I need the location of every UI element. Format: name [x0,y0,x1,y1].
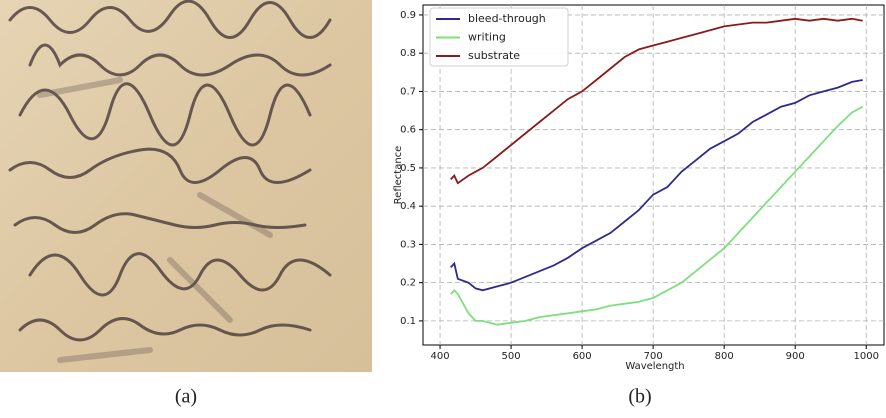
y-tick-label: 0.5 [400,163,416,174]
y-tick-label: 0.8 [400,48,416,59]
legend-box [429,7,569,67]
x-tick-label: 500 [502,351,521,362]
y-tick-label: 0.3 [400,239,416,250]
manuscript-image [0,0,372,372]
y-tick-label: 0.4 [400,201,416,212]
caption: (a) [175,386,197,408]
x-tick-label: 600 [573,351,592,362]
y-axis-label: Reflectance [393,146,404,205]
caption: (b) [628,386,651,408]
series-line [450,79,863,292]
x-tick-label: 900 [786,351,805,362]
legend-label: substrate [468,49,520,62]
legend-label: writing [468,31,506,44]
x-tick-label: 800 [715,351,734,362]
y-tick-label: 0.9 [400,10,416,21]
y-tick-label: 0.1 [400,316,416,327]
x-tick-label: 400 [431,351,450,362]
x-axis-label: Wavelength [625,361,684,372]
x-tick-label: 700 [644,351,663,362]
y-tick-label: 0.6 [400,125,416,136]
x-tick-label: 1000 [854,351,879,362]
y-tick-label: 0.7 [400,86,416,97]
y-tick-label: 0.2 [400,278,416,289]
series-line [450,17,863,185]
series-line [450,105,864,326]
legend-label: bleed-through [468,12,546,25]
